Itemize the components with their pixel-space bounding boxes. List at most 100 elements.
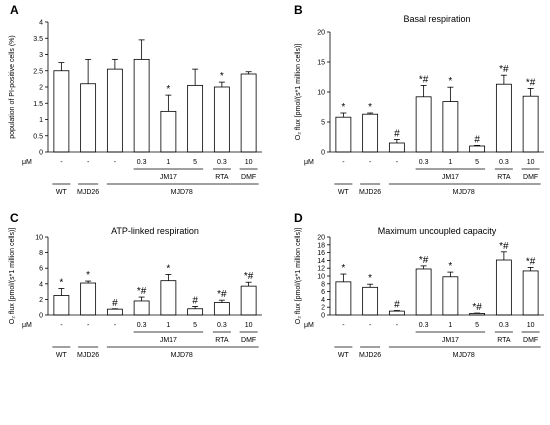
y-tick-label: 8 xyxy=(39,250,43,257)
x-tick-label: 1 xyxy=(166,322,170,329)
significance-mark: * xyxy=(220,71,224,82)
chart-panel-a: A 0 0.5 1 1.5 2 2.5 3 3.5 4 population of PI-posit… xyxy=(9,3,262,196)
bar xyxy=(240,285,257,316)
group-label-dmf: DMF xyxy=(523,174,538,181)
y-tick-label: 20 xyxy=(317,235,325,242)
x-tick-label: 10 xyxy=(527,322,535,329)
y-tick-label: 1.5 xyxy=(33,101,43,108)
x-tick-label: 10 xyxy=(527,159,535,166)
significance-mark: # xyxy=(394,128,400,139)
significance-mark: * xyxy=(448,76,452,87)
bar xyxy=(106,68,123,153)
bar xyxy=(133,300,150,316)
y-tick-label: 12 xyxy=(317,266,325,273)
group-label-mjd78: MJD78 xyxy=(171,189,193,196)
group-label-rta: RTA xyxy=(497,174,511,181)
unit-label: μM xyxy=(22,159,32,166)
bar xyxy=(53,70,70,153)
x-tick-label: 0.3 xyxy=(419,159,429,166)
group-label-mjd26: MJD26 xyxy=(359,189,381,196)
x-tick-label: 0.3 xyxy=(419,322,429,329)
y-tick-label: 6 xyxy=(39,266,43,273)
significance-mark: *# xyxy=(526,77,536,88)
group-label-rta: RTA xyxy=(497,337,511,344)
x-tick-label: 0.3 xyxy=(499,159,509,166)
y-tick-label: 15 xyxy=(317,60,325,67)
bar xyxy=(442,276,459,316)
y-tick-label: 20 xyxy=(317,30,325,37)
bar xyxy=(495,259,512,316)
x-tick-label: 5 xyxy=(193,159,197,166)
significance-mark: *# xyxy=(244,271,254,282)
significance-mark: # xyxy=(192,295,198,306)
significance-mark: # xyxy=(474,134,480,145)
group-label-dmf: DMF xyxy=(241,337,256,344)
x-tick-label: - xyxy=(114,322,117,329)
significance-mark: * xyxy=(341,263,345,274)
bar xyxy=(388,310,405,316)
panel-label: D xyxy=(294,211,303,225)
y-tick-label: 4 xyxy=(39,281,43,288)
chart-title: ATP-linked respiration xyxy=(111,226,199,236)
group-label-mjd78: MJD78 xyxy=(171,352,193,359)
y-tick-label: 8 xyxy=(321,281,325,288)
y-tick-label: 3 xyxy=(39,52,43,59)
bar xyxy=(442,101,459,153)
bar xyxy=(362,113,379,153)
y-axis-title: O₂ flux [pmol/(s*1 million cells)] xyxy=(295,228,302,325)
group-label-mjd78: MJD78 xyxy=(453,189,475,196)
x-tick-label: 0.3 xyxy=(217,159,227,166)
bar xyxy=(362,286,379,316)
group-label-wt: WT xyxy=(338,352,350,359)
y-tick-label: 16 xyxy=(317,250,325,257)
group-label-jm17: JM17 xyxy=(442,174,459,181)
x-tick-label: - xyxy=(396,322,399,329)
x-tick-label: 10 xyxy=(245,322,253,329)
bar xyxy=(213,302,230,316)
y-tick-label: 3.5 xyxy=(33,36,43,43)
bar xyxy=(160,110,177,153)
significance-mark: *# xyxy=(419,74,429,85)
group-label-dmf: DMF xyxy=(523,337,538,344)
x-tick-label: - xyxy=(87,159,90,166)
y-tick-label: 0.5 xyxy=(33,133,43,140)
x-tick-label: 0.3 xyxy=(499,322,509,329)
x-tick-label: 10 xyxy=(245,159,253,166)
significance-mark: * xyxy=(166,84,170,95)
group-label-mjd26: MJD26 xyxy=(359,352,381,359)
bar xyxy=(187,308,204,316)
y-tick-label: 2 xyxy=(39,85,43,92)
bar xyxy=(495,83,512,153)
x-tick-label: - xyxy=(342,159,345,166)
x-tick-label: - xyxy=(396,159,399,166)
x-tick-label: - xyxy=(342,322,345,329)
panel-label: C xyxy=(10,211,19,225)
y-tick-label: 5 xyxy=(321,120,325,127)
bar xyxy=(213,86,230,153)
bar xyxy=(415,96,432,153)
x-tick-label: - xyxy=(60,322,63,329)
x-tick-label: - xyxy=(87,322,90,329)
y-tick-label: 18 xyxy=(317,242,325,249)
chart-title: Maximum uncoupled capacity xyxy=(378,226,497,236)
x-tick-label: 5 xyxy=(193,322,197,329)
y-tick-label: 4 xyxy=(321,297,325,304)
y-tick-label: 10 xyxy=(35,235,43,242)
x-tick-label: 1 xyxy=(448,322,452,329)
y-tick-label: 0 xyxy=(39,313,43,320)
bar xyxy=(160,280,177,316)
unit-label: μM xyxy=(304,322,314,329)
y-tick-label: 6 xyxy=(321,289,325,296)
significance-mark: *# xyxy=(217,289,227,300)
significance-mark: * xyxy=(59,277,63,288)
x-tick-label: 1 xyxy=(448,159,452,166)
unit-label: μM xyxy=(22,322,32,329)
bar xyxy=(335,116,352,153)
y-tick-label: 1 xyxy=(39,117,43,124)
x-tick-label: 0.3 xyxy=(137,159,147,166)
y-tick-label: 10 xyxy=(317,274,325,281)
significance-mark: # xyxy=(112,298,118,309)
